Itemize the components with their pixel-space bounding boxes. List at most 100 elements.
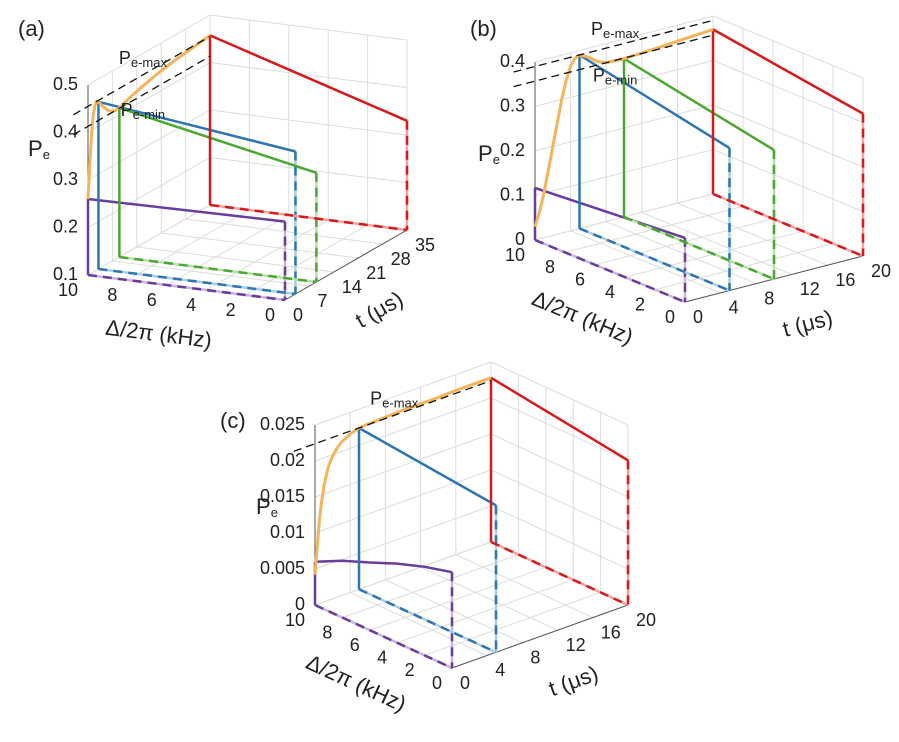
annotation-main: P — [593, 65, 605, 85]
y-axis-label: t (μs) — [545, 661, 601, 702]
series-line — [534, 186, 686, 240]
x-tick-label: 10 — [285, 610, 305, 630]
floor-projection — [209, 203, 408, 232]
grid-line — [455, 554, 594, 619]
z-tick-label: 0.02 — [270, 450, 305, 470]
axis-line — [451, 604, 629, 669]
z-tick-label: 0.3 — [53, 169, 78, 189]
y-tick-label: 4 — [495, 660, 505, 680]
z-axis-label-main: P — [28, 136, 43, 161]
grid-line — [641, 211, 792, 275]
grid-line — [314, 361, 492, 426]
z-tick-label: 0.025 — [260, 414, 305, 434]
grid-line — [314, 505, 492, 570]
annotation-main: P — [370, 388, 382, 408]
x-tick-label: 2 — [226, 300, 236, 320]
y-tick-label: 16 — [601, 622, 621, 642]
z-tick-label: 0.1 — [53, 264, 78, 284]
grid-line — [712, 104, 864, 168]
series-line — [358, 426, 497, 507]
x-tick-label: 0 — [665, 307, 675, 327]
annotation-main: P — [121, 100, 133, 120]
floor-projection — [119, 255, 317, 284]
annotation: Pe-max — [591, 19, 640, 42]
z-axis-label-sub: e — [493, 152, 500, 167]
z-tick-label: 0.5 — [53, 74, 78, 94]
reference-line — [73, 55, 211, 136]
x-axis-label: Δ/2π (kHz) — [302, 649, 410, 716]
y-tick-label: 12 — [566, 635, 586, 655]
z-tick-label: 0 — [295, 594, 305, 614]
reference-line — [513, 34, 714, 88]
z-tick-label: 0.1 — [500, 184, 525, 204]
series-line — [712, 28, 864, 115]
floor-projection — [358, 588, 497, 654]
z-tick-label: 0.015 — [260, 486, 305, 506]
annotation: Pe-max — [370, 388, 419, 411]
envelope-line — [313, 376, 492, 575]
floor-projection — [712, 192, 864, 258]
x-tick-label: 4 — [605, 282, 615, 302]
grid-line — [245, 224, 368, 296]
grid-line — [570, 230, 721, 294]
grid-line — [534, 15, 714, 63]
x-tick-label: 2 — [405, 660, 415, 680]
grid-line — [314, 433, 492, 498]
grid-line — [342, 554, 519, 619]
z-axis-label-sub: e — [43, 147, 50, 162]
floor-projection — [534, 238, 686, 304]
y-tick-label: 16 — [835, 270, 855, 290]
grid-line — [87, 109, 211, 181]
grid-line — [209, 109, 408, 136]
grid-line — [161, 232, 359, 259]
axis-line — [284, 229, 408, 301]
grid-line — [209, 62, 408, 88]
annotation-sub: e-max — [382, 396, 419, 411]
x-tick-label: 10 — [58, 280, 78, 300]
series-line — [209, 34, 408, 122]
series-line — [578, 53, 731, 150]
reference-line — [513, 19, 714, 73]
series-line — [98, 100, 296, 153]
x-tick-label: 8 — [107, 285, 117, 305]
z-tick-label: 0.4 — [53, 121, 78, 141]
grid-line — [87, 157, 211, 228]
floor-projection — [579, 227, 730, 292]
y-tick-label: 4 — [729, 298, 739, 318]
grid-line — [490, 361, 629, 426]
x-tick-label: 4 — [377, 648, 387, 668]
grid-line — [677, 202, 828, 266]
z-axis-label-main: P — [256, 494, 271, 519]
x-axis-label: Δ/2π (kHz) — [104, 315, 213, 353]
y-tick-label: 12 — [800, 279, 820, 299]
z-tick-label: 0.3 — [500, 95, 525, 115]
annotation: Pe-min — [121, 100, 166, 123]
x-tick-label: 6 — [575, 270, 585, 290]
envelope-line — [533, 27, 714, 228]
annotation-main: P — [119, 48, 131, 68]
x-tick-label: 8 — [545, 257, 555, 277]
grid-line — [385, 579, 523, 644]
floor-projection — [87, 273, 286, 302]
z-axis-label-sub: e — [271, 505, 278, 520]
x-tick-label: 4 — [186, 295, 196, 315]
z-tick-label: 0.2 — [500, 140, 525, 160]
series-line — [87, 197, 286, 223]
y-tick-label: 35 — [415, 235, 435, 255]
annotation: Pe-max — [119, 48, 168, 71]
x-tick-label: 6 — [147, 290, 157, 310]
panel-label: (b) — [470, 16, 497, 41]
x-axis-label: Δ/2π (kHz) — [528, 285, 636, 349]
y-tick-label: 14 — [342, 277, 362, 297]
floor-projection — [623, 215, 775, 281]
z-tick-label: 0.005 — [260, 558, 305, 578]
annotation-sub: e-min — [133, 107, 166, 122]
grid-line — [209, 14, 408, 41]
z-tick-label: 0.01 — [270, 522, 305, 542]
annotation-sub: e-max — [603, 26, 640, 41]
y-tick-label: 0 — [693, 307, 703, 327]
y-tick-label: 21 — [366, 263, 386, 283]
z-tick-label: 0.2 — [53, 216, 78, 236]
grid-line — [712, 149, 864, 212]
